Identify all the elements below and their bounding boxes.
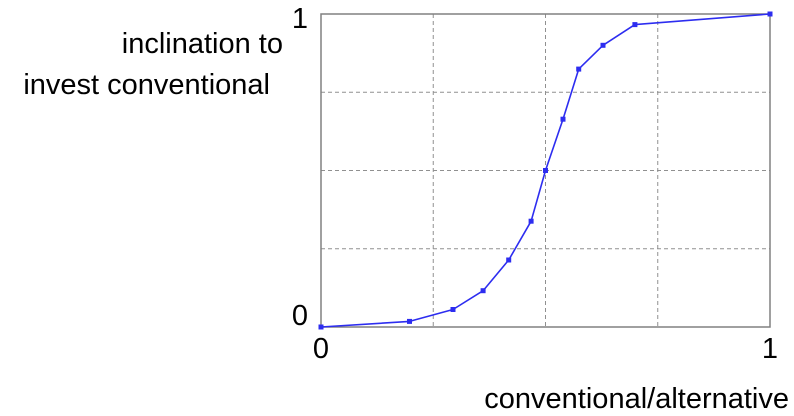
data-point-3: [450, 307, 456, 312]
y-axis-label-line-1: inclination to: [122, 28, 283, 60]
plot-frame: [320, 13, 771, 328]
data-point-12: [767, 11, 773, 17]
series-line-1: [320, 13, 771, 328]
x-axis-label: conventional/alternative: [484, 383, 789, 415]
x-tick-label-min: 0: [313, 333, 329, 365]
data-point-2: [407, 318, 412, 324]
data-point-8: [560, 116, 566, 122]
y-tick-label-min: 0: [292, 300, 308, 332]
data-point-1: [318, 324, 324, 330]
data-point-9: [576, 66, 582, 72]
data-point-11: [632, 22, 638, 28]
data-point-10: [600, 42, 606, 48]
x-tick-label-max: 1: [762, 333, 778, 365]
data-point-7: [543, 168, 548, 173]
data-point-5: [506, 257, 512, 263]
y-tick-label-max: 1: [292, 3, 308, 35]
data-point-6: [528, 218, 534, 224]
data-point-4: [480, 288, 486, 294]
series-layer: [318, 11, 773, 330]
y-axis-label-line-2: invest conventional: [23, 69, 270, 101]
